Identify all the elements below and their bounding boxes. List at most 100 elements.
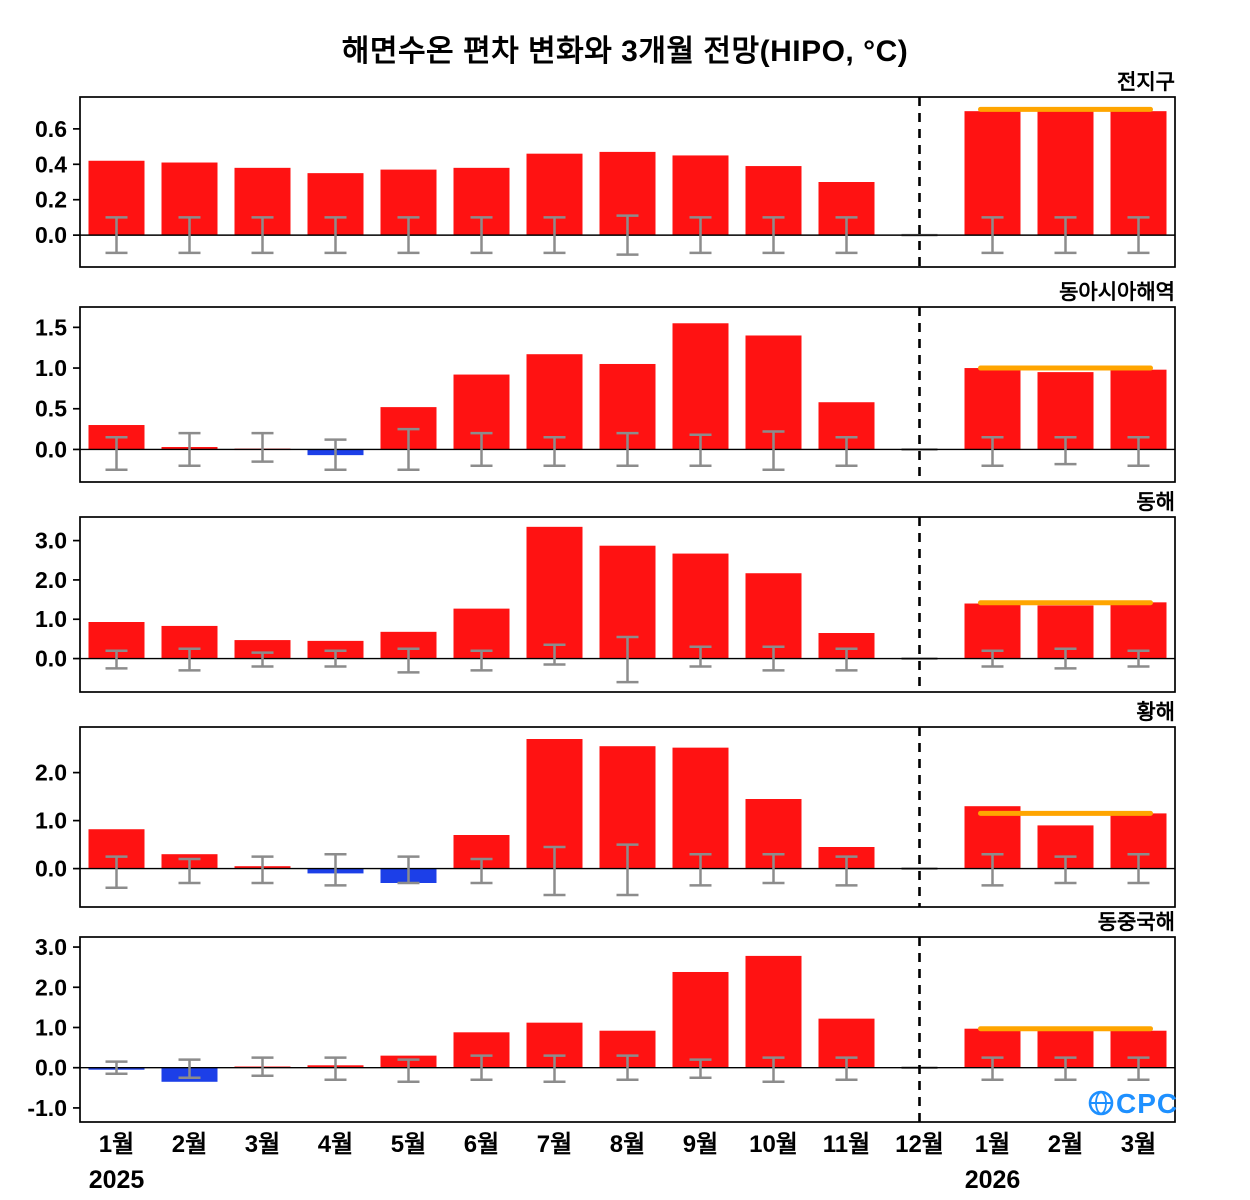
error-bar [324,216,347,255]
error-bar [616,843,639,897]
error-bar [543,1054,566,1084]
error-bar [105,1060,128,1075]
error-bar [397,216,420,255]
error-bar [981,649,1004,668]
bar [526,354,583,450]
y-tick-label: 0.0 [35,1055,67,1081]
bar [964,603,1021,659]
x-tick-label: 1월 [975,1131,1010,1158]
cpc-logo: CPC [1088,1088,1177,1119]
panel-border [79,936,1176,1123]
x-tick-label: 3월 [245,1131,280,1158]
y-tick-label: 3.0 [35,934,67,960]
y-tick-label: 1.0 [35,1014,67,1040]
error-bar [470,431,493,467]
error-bar [981,1056,1004,1082]
error-bar [105,216,128,255]
x-tick-label: 6월 [464,1131,499,1158]
error-bar [689,433,712,467]
cpc-globe-icon [1088,1090,1114,1116]
bar [672,971,729,1068]
error-bar [981,216,1004,255]
y-tick-label: -1.0 [27,1095,67,1121]
panel-border [79,306,1176,483]
y-tick-label: 0.0 [35,436,67,462]
panel-label: 동해 [1136,491,1175,514]
x-tick-label: 7월 [537,1131,572,1158]
year-label-right: 2026 [965,1166,1021,1194]
bar [672,323,729,450]
y-tick-label: 3.0 [35,528,67,554]
error-bar [543,435,566,467]
x-tick-label: 12월 [895,1131,944,1158]
error-bar [835,855,858,887]
error-bar [1127,1056,1150,1082]
panel-label: 황해 [1136,701,1175,724]
error-bar [1054,1056,1077,1082]
bar [1110,111,1167,236]
error-bar [470,649,493,672]
error-bar [981,435,1004,467]
x-tick-label: 1월 [99,1131,134,1158]
error-bar [689,1058,712,1080]
y-tick-label: 1.0 [35,808,67,834]
error-bar [543,216,566,255]
bar [964,368,1021,450]
panel-label: 동아시아해역 [1059,281,1175,304]
panel-border [79,516,1176,693]
error-bar [470,857,493,885]
error-bar [1054,216,1077,255]
error-bar [835,435,858,467]
panel-2: 0.0 1.0 2.0 3.0 동해 [35,491,1176,693]
x-tick-label: 2월 [1048,1131,1083,1158]
y-tick-label: 0.2 [35,187,67,213]
x-tick-label: 8월 [610,1131,645,1158]
x-tick-label: 9월 [683,1131,718,1158]
chart-title: 해면수온 편차 변화와 3개월 전망(HIPO, °C) [341,35,909,68]
error-bar [178,857,201,885]
error-bar [397,855,420,885]
error-bar [105,855,128,890]
y-tick-label: 1.0 [35,355,67,381]
bar [1110,602,1167,659]
error-bar [178,216,201,255]
y-tick-label: 1.0 [35,606,67,632]
error-bar [762,852,785,885]
y-tick-label: 0.0 [35,222,67,248]
y-tick-label: 0.4 [35,151,67,177]
error-bar [470,216,493,255]
panel-border [79,726,1176,908]
error-bar [251,216,274,255]
panel-label: 전지구 [1117,71,1175,94]
y-tick-label: 0.6 [35,116,67,142]
panel-0: 0.0 0.2 0.4 0.6 전지구 [35,71,1176,268]
error-bar [835,1056,858,1082]
x-tick-label: 3월 [1121,1131,1156,1158]
error-bar [178,431,201,467]
panel-4: -1.0 0.0 1.0 2.0 3.0 동중국해 [27,911,1176,1123]
bar [672,747,729,869]
error-bar [1127,852,1150,885]
bar [964,111,1021,236]
error-bar [324,649,347,668]
bar [745,955,802,1068]
panel-1: 0.0 0.5 1.0 1.5 동아시아해역 [35,281,1176,483]
panel-label: 동중국해 [1098,911,1175,934]
y-tick-label: 0.0 [35,646,67,672]
error-bar [616,431,639,467]
error-bar [835,216,858,255]
error-bar [397,427,420,472]
x-tick-label: 5월 [391,1131,426,1158]
error-bar [543,643,566,666]
chart-canvas: 0.0 0.2 0.4 0.6 전지구 0.0 0.5 1.0 1.5 동아시아해역 0.0 1.0 2… [27,71,1177,1194]
error-bar [616,214,639,256]
error-bar [762,216,785,255]
error-bar [762,1056,785,1084]
error-bar [1127,216,1150,255]
error-bar [178,647,201,672]
x-tick-label: 11월 [823,1131,870,1158]
error-bar [835,647,858,672]
error-bar [543,845,566,897]
error-bar [616,1054,639,1082]
